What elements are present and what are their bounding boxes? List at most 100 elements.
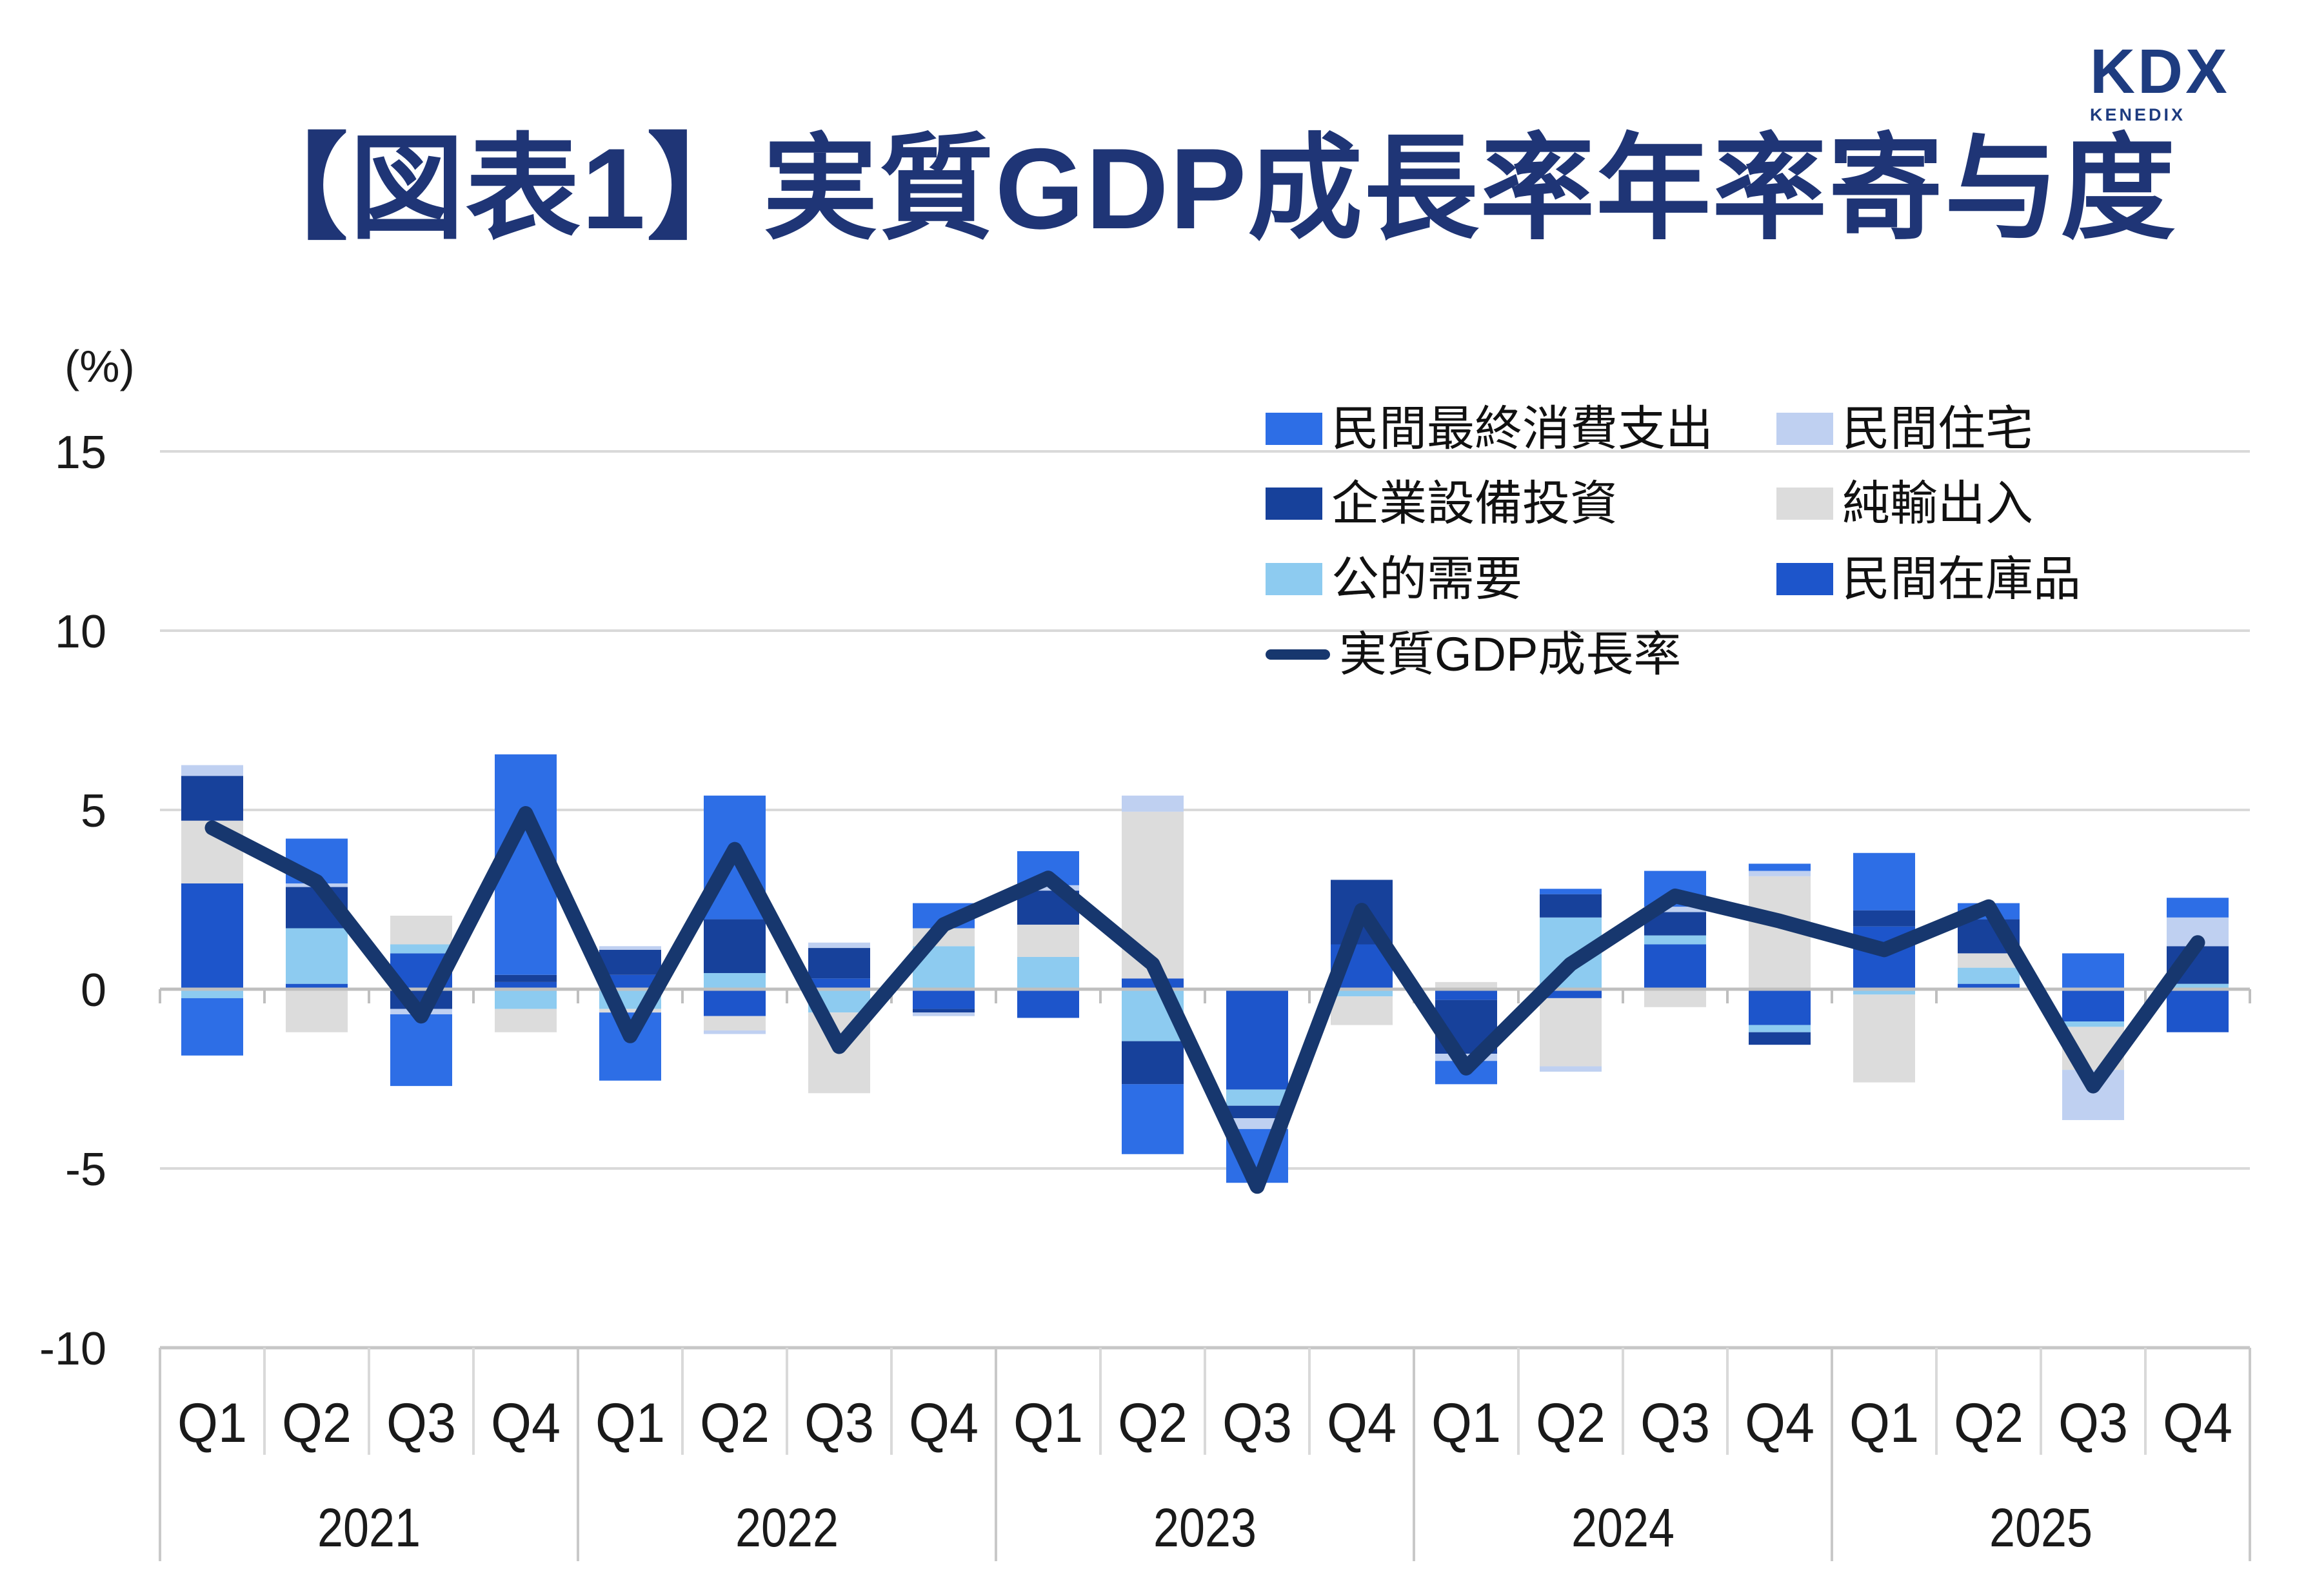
bar-segment — [2167, 983, 2229, 989]
bar-segment — [1540, 889, 1602, 894]
y-axis-tick-label: -10 — [39, 1323, 106, 1375]
bar-segment — [1644, 944, 1706, 989]
bar-segment — [1017, 956, 1079, 989]
legend-item-net-exports: 純輸出入 — [1776, 480, 2033, 527]
bar-segment — [2167, 989, 2229, 1032]
x-axis-quarter-label: Q1 — [177, 1392, 247, 1454]
bar-segment — [2062, 1021, 2124, 1027]
bar-segment — [390, 1014, 452, 1087]
y-axis-tick-label: 5 — [81, 785, 106, 837]
legend-label-private-inventories: 民間在庫品 — [1842, 552, 2081, 606]
bar-segment — [913, 1012, 975, 1016]
legend-label-private-consumption: 民間最終消費支出 — [1331, 402, 1713, 455]
bar-segment — [1435, 981, 1497, 989]
bar-segment — [704, 919, 766, 973]
bar-segment — [1017, 989, 1079, 1018]
bar-segment — [1226, 989, 1288, 1090]
kdx-logo-text: KDX — [2090, 36, 2230, 106]
bar-segment — [181, 989, 243, 998]
bar-segment — [1122, 1041, 1184, 1085]
bar-segment — [1540, 989, 1602, 998]
legend-label-real-gdp-growth: 実質GDP成長率 — [1339, 627, 1682, 681]
bar-segment — [704, 1016, 766, 1030]
x-axis-quarter-label: Q4 — [1327, 1392, 1397, 1454]
bar-segment — [181, 765, 243, 776]
bar-segment — [181, 883, 243, 989]
x-axis-year-label: 2021 — [317, 1497, 421, 1558]
x-axis-year-label: 2024 — [1571, 1497, 1675, 1558]
bar-segment — [1331, 989, 1393, 997]
kdx-logo-subtext: KENEDIX — [2090, 105, 2186, 124]
bar-segment — [1435, 989, 1497, 1000]
bar-segment — [390, 916, 452, 945]
x-axis-quarter-label: Q3 — [1222, 1392, 1292, 1454]
x-axis-quarter-label: Q3 — [1640, 1392, 1710, 1454]
legend-swatch-private-inventories — [1776, 563, 1833, 595]
x-axis-quarter-label: Q4 — [909, 1392, 979, 1454]
legend-swatch-private-housing — [1776, 413, 1833, 445]
legend-label-public-demand: 公的需要 — [1331, 552, 1522, 606]
bar-segment — [1644, 989, 1706, 1007]
legend-item-private-inventories: 民間在庫品 — [1776, 555, 2081, 603]
legend-line-marker — [1266, 649, 1330, 660]
bar-segment — [1122, 1084, 1184, 1154]
bar-segment — [1331, 996, 1393, 1025]
bar-segment — [181, 776, 243, 821]
bar-segment — [2062, 989, 2124, 1022]
x-axis-quarter-label: Q1 — [1431, 1392, 1501, 1454]
bar-segment — [1749, 1025, 1811, 1032]
bar-segment — [1122, 795, 1184, 812]
legend-swatch-business-investment — [1266, 488, 1322, 520]
bar-segment — [1853, 852, 1915, 911]
bar-segment — [913, 1009, 975, 1013]
x-axis-quarter-label: Q4 — [1745, 1392, 1814, 1454]
x-axis-quarter-label: Q1 — [1013, 1392, 1083, 1454]
legend-label-private-housing: 民間住宅 — [1842, 402, 2033, 455]
x-axis-quarter-label: Q1 — [1849, 1392, 1919, 1454]
x-axis-year-label: 2022 — [735, 1497, 839, 1558]
bar-segment — [1644, 935, 1706, 945]
y-axis-tick-label: 15 — [55, 427, 106, 478]
x-axis-quarter-label: Q3 — [386, 1392, 456, 1454]
bar-segment — [1853, 910, 1915, 927]
bar-segment — [1540, 894, 1602, 918]
legend-item-private-consumption: 民間最終消費支出 — [1266, 405, 1713, 453]
bar-segment — [704, 989, 766, 1016]
x-axis-quarter-label: Q2 — [700, 1392, 770, 1454]
x-axis-quarter-label: Q2 — [1536, 1392, 1605, 1454]
bar-segment — [1226, 1105, 1288, 1119]
x-axis-year-label: 2025 — [1989, 1497, 2092, 1558]
bar-segment — [495, 989, 557, 1009]
bar-segment — [1749, 989, 1811, 1025]
bar-segment — [808, 942, 870, 949]
y-axis-unit-label: (%) — [65, 341, 135, 391]
bar-segment — [1749, 1032, 1811, 1045]
y-axis-tick-label: 10 — [55, 606, 106, 658]
bar-segment — [599, 949, 661, 975]
bar-segment — [286, 928, 348, 984]
bar-segment — [390, 944, 452, 954]
legend-label-net-exports: 純輸出入 — [1842, 477, 2033, 530]
bar-segment — [1540, 1066, 1602, 1072]
bar-segment — [2167, 898, 2229, 918]
bar-segment — [1958, 953, 2020, 968]
bar-segment — [1958, 983, 2020, 989]
kdx-logo: KDX KENEDIX — [2090, 40, 2230, 124]
x-axis-quarter-label: Q4 — [491, 1392, 561, 1454]
bar-segment — [808, 948, 870, 979]
bar-segment — [495, 1009, 557, 1032]
legend-swatch-private-consumption — [1266, 413, 1322, 445]
bar-segment — [1958, 967, 2020, 984]
bar-segment — [1017, 885, 1079, 891]
bar-segment — [286, 983, 348, 989]
bar-segment — [1749, 863, 1811, 871]
bar-segment — [1853, 989, 1915, 995]
bar-segment — [1226, 1089, 1288, 1106]
chart-title: 【図表1】実質GDP成長率年率寄与度 — [233, 124, 2177, 253]
legend-item-real-gdp-growth-line: 実質GDP成長率 — [1266, 631, 1681, 678]
bar-segment — [808, 978, 870, 989]
real-gdp-growth-line — [204, 806, 2205, 1194]
y-axis-tick-label: -5 — [65, 1144, 106, 1196]
legend-item-private-housing: 民間住宅 — [1776, 405, 2033, 453]
